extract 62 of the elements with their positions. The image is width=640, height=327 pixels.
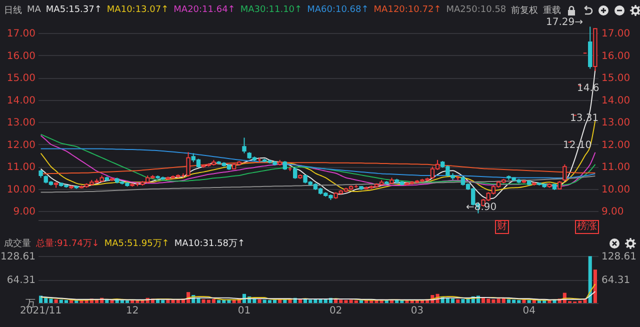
bar xyxy=(298,299,302,303)
x-tick-label: 04 xyxy=(522,306,536,316)
candlestick xyxy=(242,137,246,154)
y-tick-label: 11.00 xyxy=(6,162,36,174)
x-tick-label: 02 xyxy=(329,306,342,316)
text: 总量:91.74万↓ xyxy=(36,238,100,250)
bar xyxy=(527,300,531,303)
y2-tick-label: 11.00 xyxy=(602,162,630,174)
bar xyxy=(461,298,465,303)
bar xyxy=(54,299,58,303)
text: MA5:15.37↑ xyxy=(46,5,102,15)
y2-tick-label: 10.00 xyxy=(602,184,630,196)
bar xyxy=(110,300,114,303)
y2-tick-label: 12.00 xyxy=(602,140,630,151)
y2-tick-label: 14.00 xyxy=(602,95,630,106)
bar xyxy=(258,299,262,303)
y2-tick-label: 13.00 xyxy=(602,118,630,129)
text: MA120:10.72↑ xyxy=(374,5,442,15)
y2-tick-label: 128.61 xyxy=(602,252,636,263)
text: 重载 xyxy=(543,4,562,16)
y-tick-label: 16.00 xyxy=(6,50,36,62)
chart-title: 成交量 xyxy=(4,238,31,250)
y-tick-label: 64.31 xyxy=(6,275,36,286)
line-series xyxy=(40,290,596,300)
text: 前复权 xyxy=(511,4,538,16)
x-tick-label: 01 xyxy=(238,306,251,316)
y-tick-label: 13.00 xyxy=(6,118,36,129)
text: 财 xyxy=(495,220,509,234)
y-tick-label: 9.00 xyxy=(13,206,36,218)
y-tick-label: 12.00 xyxy=(6,140,36,151)
x-tick-label: 12 xyxy=(126,306,139,316)
bar xyxy=(593,270,597,303)
text: MA20:11.64↑ xyxy=(174,5,236,15)
bar xyxy=(74,300,78,303)
bar xyxy=(359,300,364,303)
text: MA10:31.58万↑ xyxy=(174,238,246,250)
text: MA60:10.68↑ xyxy=(307,5,369,15)
y2-tick-label: 16.00 xyxy=(602,50,630,62)
y2-tick-label: 64.31 xyxy=(602,275,630,286)
x-tick-label: 03 xyxy=(410,306,424,316)
bar xyxy=(456,299,460,303)
candlestick xyxy=(562,164,567,182)
text: MA30:11.10↑ xyxy=(240,5,302,15)
text: MA xyxy=(27,5,41,15)
y-tick-label: 14.00 xyxy=(6,95,36,106)
text: 日线 xyxy=(4,4,22,16)
text: MA250:10.58 xyxy=(446,5,506,15)
y-tick-label: 128.61 xyxy=(0,252,36,263)
text: 榜涨 xyxy=(575,220,599,234)
annotation: 17.29→ xyxy=(546,17,584,28)
bar xyxy=(70,300,74,303)
y2-tick-label: 17.00 xyxy=(602,28,630,40)
y2-tick-label: 15.00 xyxy=(602,73,630,84)
candlestick xyxy=(293,167,298,180)
text: MA10:13.07↑ xyxy=(106,5,169,15)
text: MA5:51.95万↑ xyxy=(104,238,170,250)
line-series xyxy=(40,120,596,192)
y-tick-label: 15.00 xyxy=(6,73,36,84)
y-tick-label: 17.00 xyxy=(6,28,36,40)
bar xyxy=(588,256,592,303)
y2-tick-label: 9.00 xyxy=(602,206,624,218)
y-tick-label: 10.00 xyxy=(6,184,36,196)
